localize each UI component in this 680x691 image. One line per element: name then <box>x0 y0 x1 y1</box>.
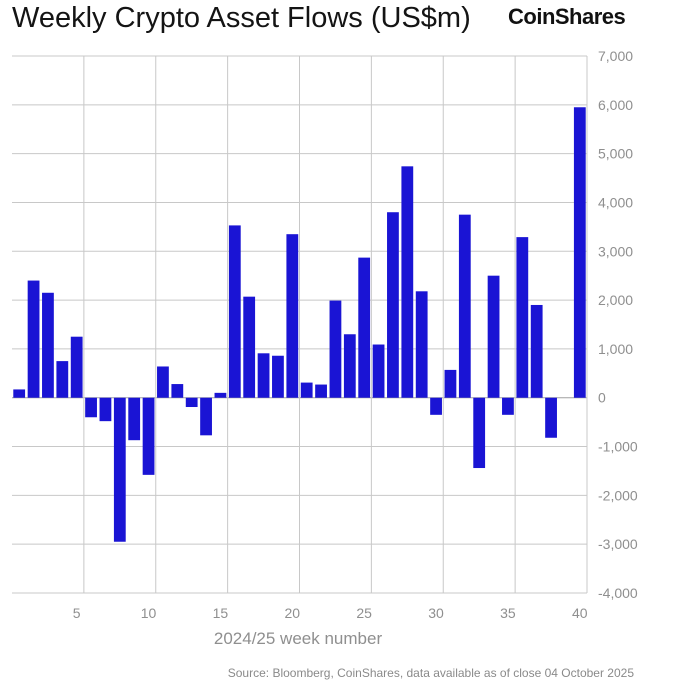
source-note: Source: Bloomberg, CoinShares, data avai… <box>227 666 634 680</box>
grid-layer <box>12 55 588 594</box>
bar-week-30 <box>430 397 442 415</box>
x-tick-label: 20 <box>285 605 301 621</box>
bar-week-6 <box>85 397 97 418</box>
bar-week-37 <box>530 304 543 398</box>
bar-week-2 <box>27 280 40 398</box>
bar-week-17 <box>243 296 256 398</box>
x-tick-label: 15 <box>213 605 229 621</box>
bar-week-13 <box>185 397 198 408</box>
y-tick-label: -3,000 <box>598 536 638 552</box>
bar-week-40 <box>573 107 586 398</box>
bar-week-22 <box>315 384 327 398</box>
bar-week-35 <box>502 397 514 415</box>
bar-week-20 <box>286 234 299 398</box>
bar-week-3 <box>42 292 54 398</box>
bar-week-34 <box>487 275 500 398</box>
y-tick-label: 0 <box>598 390 606 406</box>
bar-week-33 <box>473 397 486 469</box>
y-tick-label: 6,000 <box>598 97 633 113</box>
y-tick-label: 5,000 <box>598 146 633 162</box>
axis-layer: 7,000 6,000 5,000 4,000 3,000 2,000 1,000 0 -1,0… <box>73 48 638 621</box>
bar-week-7 <box>99 397 112 422</box>
bar-week-24 <box>343 334 356 398</box>
x-tick-label: 40 <box>572 605 588 621</box>
bar-week-5 <box>70 336 83 398</box>
bar-week-23 <box>329 300 342 398</box>
x-tick-label: 35 <box>500 605 516 621</box>
bar-week-36 <box>516 237 529 398</box>
bar-week-9 <box>128 397 141 441</box>
bar-week-31 <box>444 369 457 398</box>
bar-week-12 <box>171 384 184 398</box>
y-tick-label: 7,000 <box>598 48 633 64</box>
bar-week-16 <box>228 225 241 398</box>
y-tick-label: 1,000 <box>598 341 633 357</box>
x-tick-label: 30 <box>428 605 444 621</box>
bar-week-26 <box>372 344 385 398</box>
y-tick-label: -4,000 <box>598 585 638 601</box>
x-tick-label: 5 <box>73 605 81 621</box>
bar-week-32 <box>458 214 471 398</box>
brand-logo: CoinShares <box>508 4 626 29</box>
y-tick-label: 2,000 <box>598 292 633 308</box>
y-tick-label: -1,000 <box>598 439 638 455</box>
chart-title: Weekly Crypto Asset Flows (US$m) <box>12 2 471 34</box>
bar-week-27 <box>387 212 399 398</box>
chart-plot: 7,000 6,000 5,000 4,000 3,000 2,000 1,000 0 -1,0… <box>12 48 638 648</box>
bar-week-38 <box>545 397 557 438</box>
bar-week-21 <box>300 382 313 398</box>
y-tick-label: -2,000 <box>598 487 638 503</box>
y-tick-label: 4,000 <box>598 194 633 210</box>
bar-week-8 <box>113 397 126 542</box>
bar-week-15 <box>214 392 227 398</box>
bar-week-10 <box>142 397 155 475</box>
x-tick-label: 25 <box>356 605 372 621</box>
y-tick-label: 3,000 <box>598 243 633 259</box>
bar-week-4 <box>56 361 69 398</box>
bar-week-18 <box>257 353 270 398</box>
bar-week-25 <box>358 257 371 398</box>
bar-week-11 <box>157 366 169 398</box>
bar-week-19 <box>272 355 284 398</box>
bar-week-14 <box>200 397 212 436</box>
x-axis-title: 2024/25 week number <box>214 629 383 648</box>
bar-week-29 <box>415 291 428 398</box>
bar-week-1 <box>13 389 26 398</box>
bar-week-28 <box>401 166 414 398</box>
bar-layer <box>13 107 586 542</box>
x-tick-label: 10 <box>141 605 157 621</box>
